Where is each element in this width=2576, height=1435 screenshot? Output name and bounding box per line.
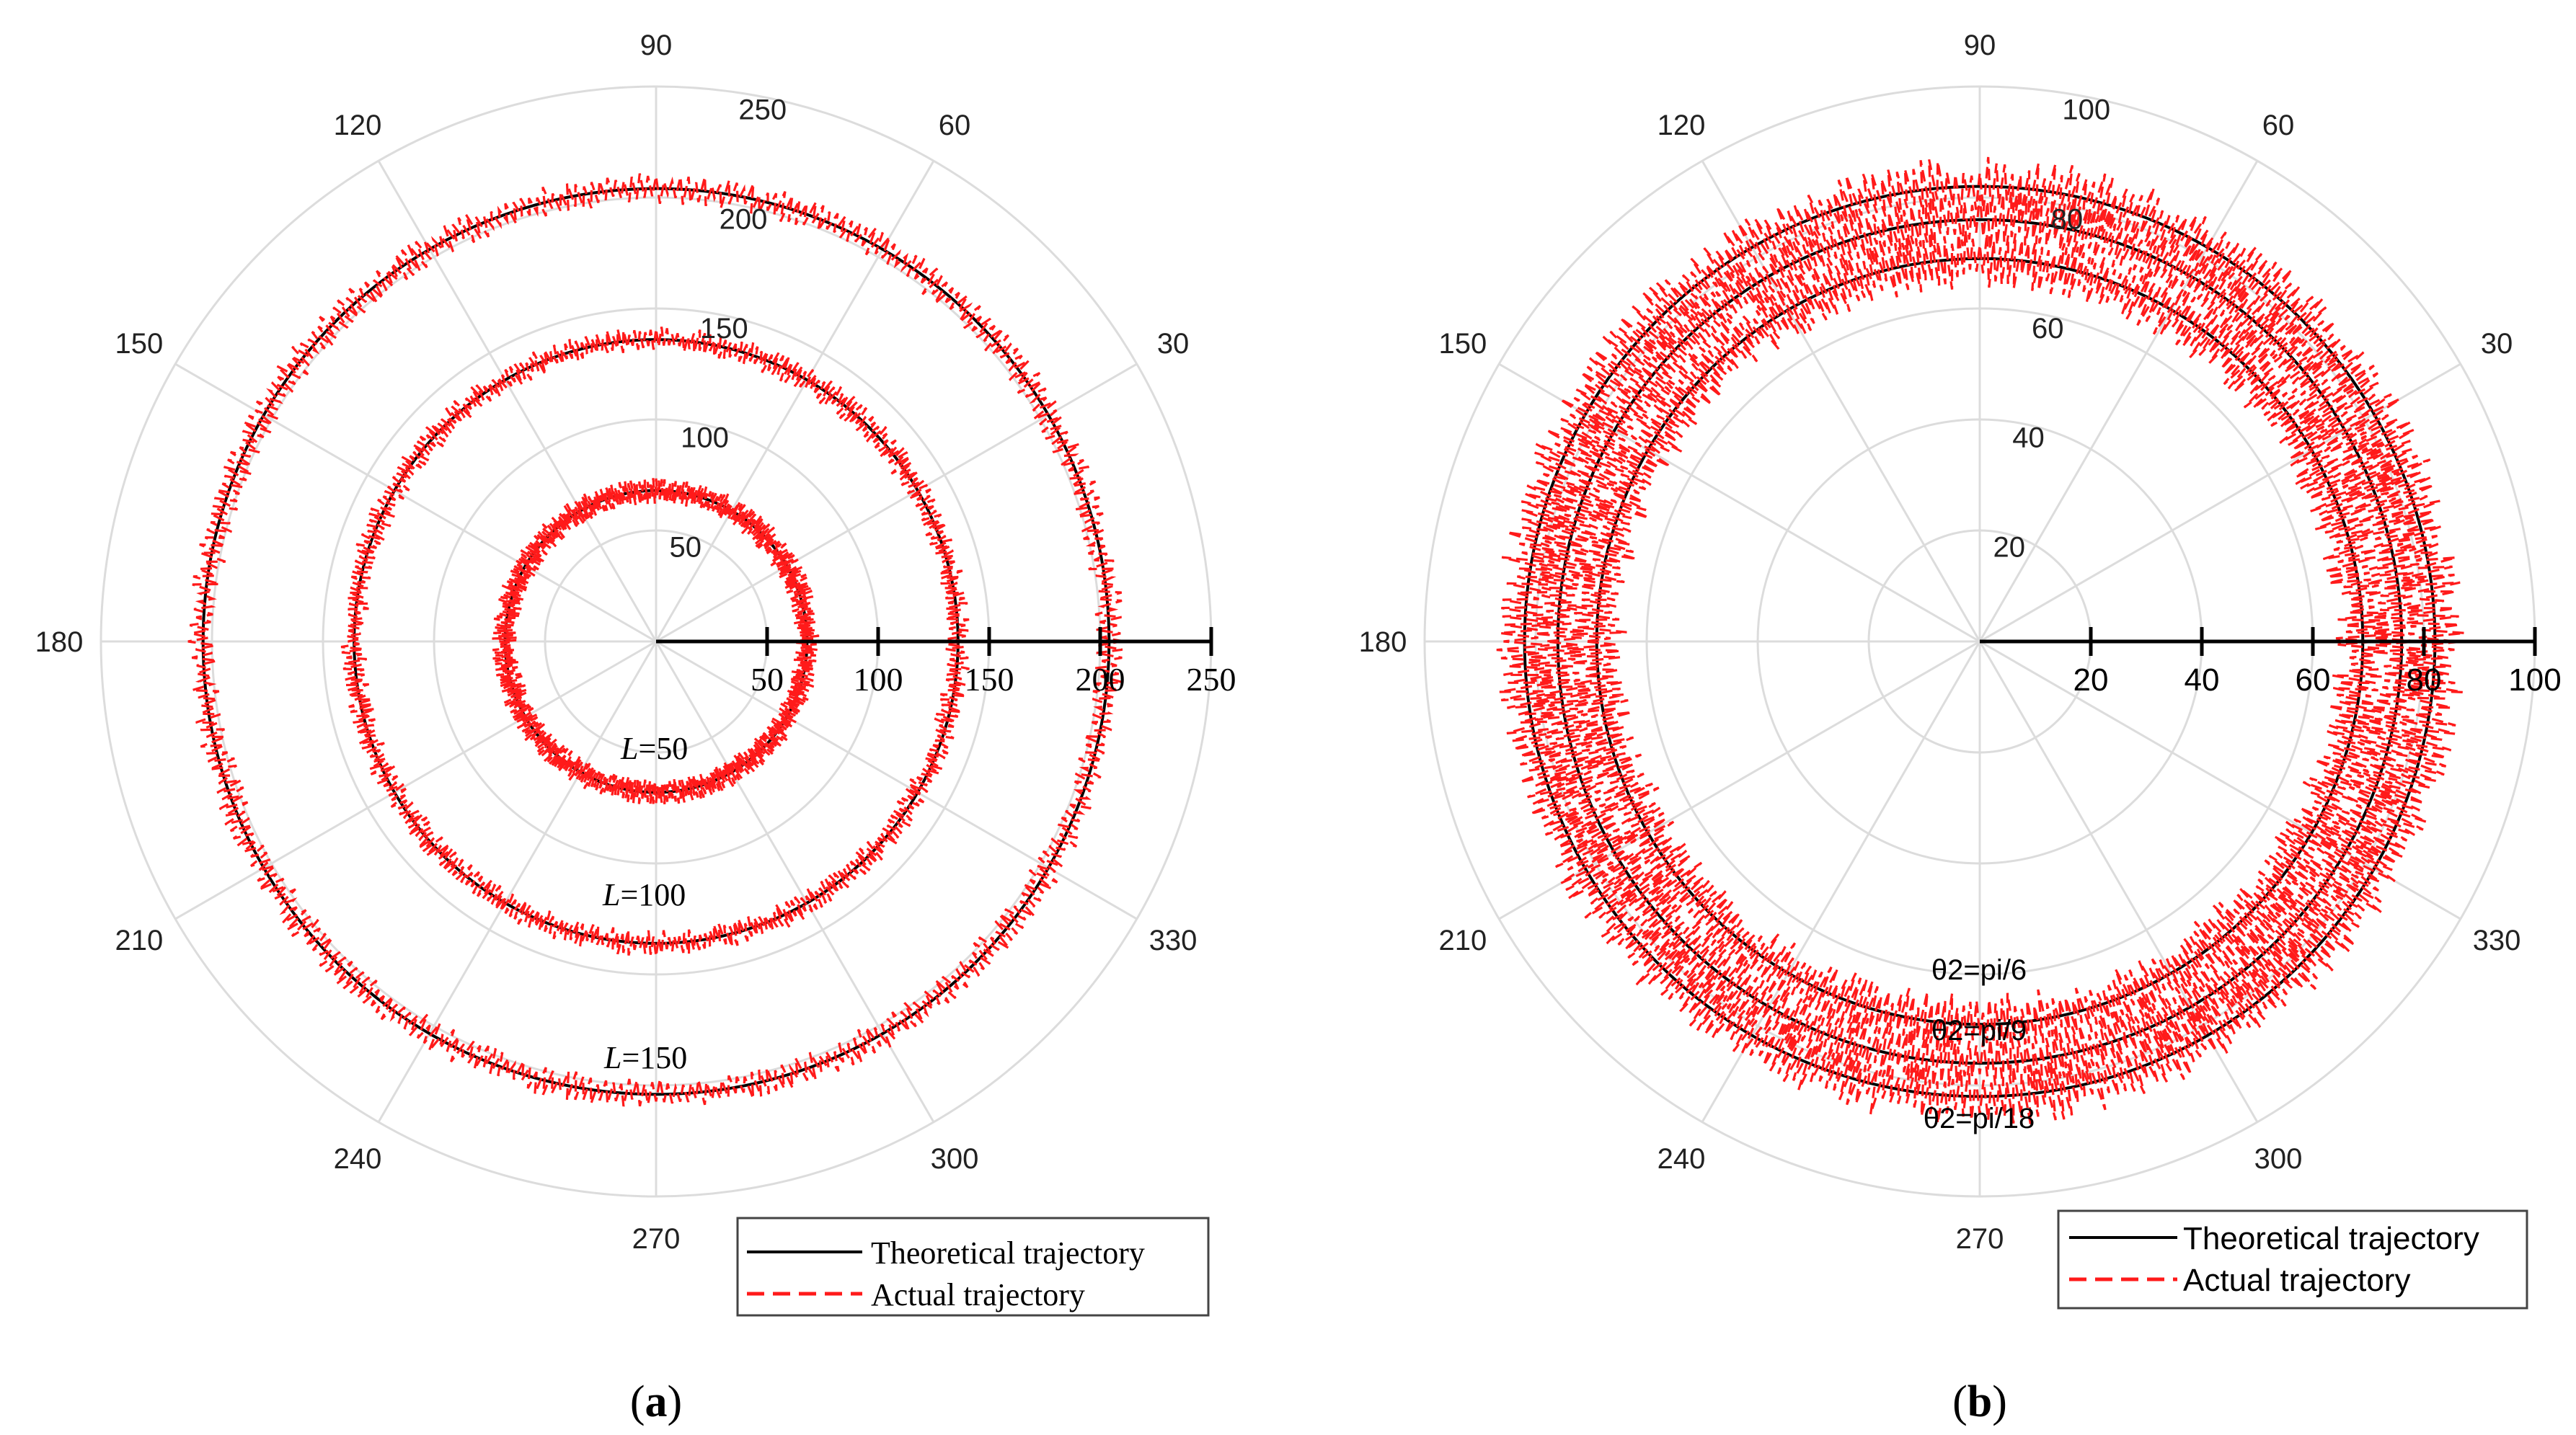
grid-spoke xyxy=(1701,160,1981,642)
actual-trajectory xyxy=(492,478,820,804)
angle-label: 90 xyxy=(640,30,673,61)
axis-tick-label: 100 xyxy=(2508,662,2561,698)
angle-label: 60 xyxy=(2262,110,2295,141)
actual-trajectory xyxy=(1530,192,2430,1090)
legend-label-theoretical-a: Theoretical trajectory xyxy=(871,1235,1145,1271)
axis-tick-label: 150 xyxy=(965,661,1014,698)
caption-a: (a) xyxy=(630,1377,682,1426)
angle-label: 270 xyxy=(632,1223,681,1255)
axis-tick-label: 250 xyxy=(1187,661,1236,698)
grid-spoke xyxy=(655,640,1138,920)
axis-tick-label: 100 xyxy=(854,661,903,698)
legend-box-b xyxy=(2057,1209,2528,1310)
axis-tick-label: 50 xyxy=(751,661,784,698)
radial-labels-b: 20 40 60 80 100 xyxy=(1993,94,2110,564)
annotation-theta-pi18: θ2=pi/18 xyxy=(1924,1103,2035,1134)
angle-labels-a: 30 60 90 120 150 180 210 240 270 300 330 xyxy=(35,30,1198,1255)
radial-tick-label: 150 xyxy=(700,313,748,345)
axis-tick-label: 200 xyxy=(1076,661,1125,698)
angle-label: 330 xyxy=(1149,925,1198,956)
angle-label: 180 xyxy=(1359,626,1407,658)
angle-label: 300 xyxy=(2254,1143,2303,1175)
legend-a: Theoretical trajectory Actual trajectory xyxy=(736,1217,1210,1317)
angle-label: 90 xyxy=(1964,30,1996,61)
grid-spoke xyxy=(1498,363,1980,643)
radial-tick-label: 40 xyxy=(2012,422,2045,454)
annotation-l150: L=150 xyxy=(603,1040,687,1075)
legend-label-actual-b: Actual trajectory xyxy=(2183,1263,2410,1298)
angle-label: 180 xyxy=(35,626,84,658)
angle-label: 120 xyxy=(1657,110,1706,141)
radial-tick-label: 200 xyxy=(720,203,768,235)
angle-label: 240 xyxy=(1657,1143,1706,1175)
radial-tick-label: 50 xyxy=(669,531,701,563)
actual-trajectory xyxy=(1567,230,2392,1054)
legend-label-actual-a: Actual trajectory xyxy=(871,1277,1085,1312)
angle-label: 60 xyxy=(939,110,971,141)
legend-label-theoretical-b: Theoretical trajectory xyxy=(2183,1221,2479,1256)
radial-tick-label: 100 xyxy=(681,422,729,454)
radial-tick-label: 80 xyxy=(2051,203,2084,235)
angle-label: 150 xyxy=(115,328,164,360)
legend-b: Theoretical trajectory Actual trajectory xyxy=(2057,1209,2528,1310)
radial-tick-label: 60 xyxy=(2032,313,2064,345)
axis-tick-label: 20 xyxy=(2073,662,2109,698)
actual-trajectory xyxy=(1496,156,2465,1124)
radial-tick-label: 20 xyxy=(1993,531,2025,563)
angle-label: 120 xyxy=(334,110,382,141)
radial-tick-label: 100 xyxy=(2062,94,2110,126)
radial-labels-a: 50 100 150 200 250 xyxy=(669,94,787,564)
annotation-l50: L=50 xyxy=(620,731,688,766)
caption-b: (b) xyxy=(1952,1377,2007,1426)
grid-spoke xyxy=(1498,640,1980,920)
angle-label: 240 xyxy=(334,1143,382,1175)
grid-spoke xyxy=(1979,640,2461,920)
radial-tick-label: 250 xyxy=(738,94,787,126)
axis-tick-label: 40 xyxy=(2185,662,2220,698)
radial-axis-b: 20 40 60 80 100 xyxy=(1980,627,2562,698)
angle-label: 270 xyxy=(1956,1223,2004,1255)
axis-tick-label: 80 xyxy=(2407,662,2442,698)
annotation-l100: L=100 xyxy=(602,877,686,912)
grid-spoke xyxy=(1701,641,1981,1123)
angle-label: 210 xyxy=(1439,925,1487,956)
axis-tick-label: 60 xyxy=(2296,662,2331,698)
actual-trajectory xyxy=(187,173,1125,1107)
angle-label: 30 xyxy=(1157,328,1190,360)
polar-plot-a: 50 100 150 200 250 3060901201501802102402703… xyxy=(35,30,1236,1426)
annotation-theta-pi9: θ2=pi/9 xyxy=(1931,1015,2027,1047)
angle-labels-b: 30 60 90 120 150 180 210 240 270 300 330 xyxy=(1359,30,2521,1255)
trajectories-b xyxy=(1496,156,2465,1124)
grid-spoke xyxy=(377,160,658,642)
polar-plot-b: 20 40 60 80 100 3060901201501802102402703003… xyxy=(1359,30,2562,1426)
actual-trajectory xyxy=(340,326,970,956)
angle-label: 150 xyxy=(1439,328,1487,360)
grid-spoke xyxy=(655,363,1138,643)
annotation-theta-pi6: θ2=pi/6 xyxy=(1931,954,2027,986)
grid-spoke xyxy=(1978,641,2259,1123)
grid-spoke xyxy=(174,640,657,920)
radial-axis-a: 50 100 150 200 250 xyxy=(656,627,1236,698)
angle-label: 330 xyxy=(2473,925,2521,956)
grid-spoke xyxy=(1979,363,2461,643)
angle-label: 210 xyxy=(115,925,164,956)
angle-label: 300 xyxy=(931,1143,979,1175)
legend-box-a xyxy=(736,1217,1210,1317)
angle-label: 30 xyxy=(2481,328,2513,360)
